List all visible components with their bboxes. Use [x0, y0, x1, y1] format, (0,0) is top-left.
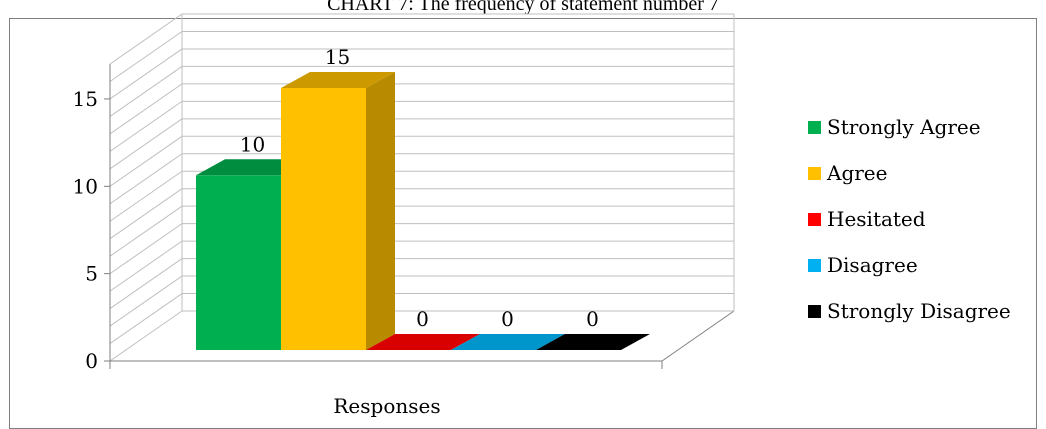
gridline-side — [109, 240, 183, 292]
legend-label: Strongly Agree — [827, 115, 981, 139]
y-tick-labels: 0 5 10 15 — [73, 87, 98, 373]
data-label: 10 — [240, 132, 265, 156]
gridline-side — [109, 153, 183, 205]
legend-label: Hesitated — [827, 207, 926, 231]
data-labels: 10 15 0 0 0 — [240, 45, 599, 331]
gridline-side — [109, 118, 183, 170]
gridline-side — [109, 188, 183, 240]
y-tick-label: 10 — [73, 174, 98, 198]
bar-top — [451, 334, 565, 350]
bar-top — [366, 334, 480, 350]
bar-top — [281, 71, 395, 88]
legend-label: Agree — [826, 161, 887, 185]
bar-front — [281, 87, 366, 350]
bar-disagree — [451, 334, 565, 350]
chart-title: CHART 7: The frequency of statement numb… — [327, 0, 719, 15]
legend-swatch — [808, 213, 821, 226]
data-label: 15 — [325, 45, 350, 69]
data-label: 0 — [416, 307, 429, 331]
axes — [104, 64, 663, 369]
legend-item-disagree: Disagree — [808, 253, 918, 277]
bar-strongly-disagree — [536, 334, 650, 350]
bar-front — [196, 175, 281, 350]
data-label: 0 — [586, 307, 599, 331]
y-tick-label: 0 — [85, 349, 98, 373]
legend-item-agree: Agree — [808, 161, 887, 185]
legend-item-strongly-agree: Strongly Agree — [808, 115, 981, 139]
x-category-label: Responses — [333, 394, 440, 418]
bar-agree — [281, 71, 395, 350]
bars — [196, 71, 650, 350]
bar-top — [536, 334, 650, 350]
legend: Strongly Agree Agree Hesitated Disagree Stro… — [808, 115, 1011, 323]
gridline-side — [109, 310, 183, 362]
bar-hesitated — [366, 334, 480, 350]
legend-item-strongly-disagree: Strongly Disagree — [808, 299, 1011, 323]
gridline-side — [109, 83, 183, 135]
legend-item-hesitated: Hesitated — [808, 207, 926, 231]
gridline-side — [109, 48, 183, 100]
bar-side — [366, 71, 395, 350]
legend-swatch — [808, 259, 821, 272]
gridline-side — [109, 275, 183, 327]
floor-right-edge — [661, 310, 735, 362]
gridline-side — [109, 135, 183, 187]
legend-swatch — [808, 167, 821, 180]
legend-swatch — [808, 305, 821, 318]
gridline-side — [109, 170, 183, 222]
gridline-side — [109, 13, 183, 65]
legend-label: Strongly Disagree — [827, 299, 1011, 323]
gridline-side — [109, 293, 183, 344]
gridline-side — [109, 205, 183, 257]
y-tick-label: 5 — [85, 262, 98, 286]
legend-swatch — [808, 121, 821, 134]
gridline-side — [109, 100, 183, 152]
data-label: 0 — [501, 307, 514, 331]
legend-label: Disagree — [827, 253, 918, 277]
gridline-side — [109, 223, 183, 275]
gridline-side — [109, 258, 183, 310]
gridline-side — [109, 66, 183, 117]
y-tick-label: 15 — [73, 87, 98, 111]
gridline-side — [109, 31, 183, 82]
